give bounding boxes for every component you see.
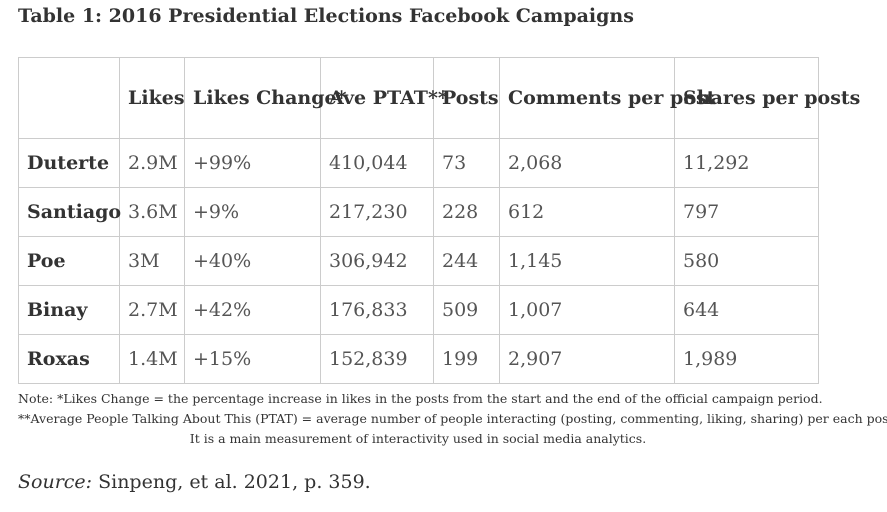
posts-cell: 73 — [433, 138, 500, 188]
likes-change-cell: +40% — [184, 236, 321, 286]
header-cell-ave-ptat: Ave PTAT** — [320, 57, 448, 139]
campaign-table: Likes Likes Change* Ave PTAT** Posts Com… — [18, 57, 860, 384]
likes-cell: 2.7M — [119, 285, 185, 335]
ave-ptat-cell: 152,839 — [320, 334, 434, 384]
candidate-name: Duterte — [18, 138, 120, 188]
shares-cell: 11,292 — [674, 138, 819, 188]
candidate-name: Santiago — [18, 187, 121, 237]
candidate-name: Poe — [18, 236, 120, 286]
header-cell-shares: Shares per posts — [674, 57, 860, 139]
posts-cell: 509 — [433, 285, 500, 335]
candidate-name: Binay — [18, 285, 120, 335]
header-cell-likes: Likes — [119, 57, 185, 139]
note-line: Note: *Likes Change = the percentage inc… — [18, 391, 823, 406]
comments-cell: 612 — [499, 187, 675, 237]
note-line: It is a main measurement of interactivit… — [189, 431, 647, 446]
note-line: **Average People Talking About This (PTA… — [18, 411, 887, 426]
table-row: Duterte 2.9M +99% 410,044 73 2,068 11,29… — [18, 138, 819, 188]
likes-cell: 3M — [119, 236, 185, 286]
shares-cell: 644 — [674, 285, 819, 335]
header-cell-likes-change: Likes Change* — [184, 57, 347, 139]
likes-cell: 3.6M — [119, 187, 185, 237]
source-citation: Source: Sinpeng, et al. 2021, p. 359. — [18, 471, 371, 493]
header-cell-empty — [18, 57, 120, 139]
posts-cell: 228 — [433, 187, 500, 237]
shares-cell: 1,989 — [674, 334, 819, 384]
likes-change-cell: +42% — [184, 285, 321, 335]
comments-cell: 1,145 — [499, 236, 675, 286]
comments-cell: 1,007 — [499, 285, 675, 335]
table-notes: Note: *Likes Change = the percentage inc… — [18, 389, 887, 449]
likes-cell: 1.4M — [119, 334, 185, 384]
likes-change-cell: +99% — [184, 138, 321, 188]
posts-cell: 244 — [433, 236, 500, 286]
ave-ptat-cell: 306,942 — [320, 236, 434, 286]
candidate-name: Roxas — [18, 334, 120, 384]
shares-cell: 580 — [674, 236, 819, 286]
table-row: Binay 2.7M +42% 176,833 509 1,007 644 — [18, 285, 819, 335]
table-row: Roxas 1.4M +15% 152,839 199 2,907 1,989 — [18, 334, 819, 384]
table-row: Santiago 3.6M +9% 217,230 228 612 797 — [18, 187, 819, 237]
table-row: Poe 3M +40% 306,942 244 1,145 580 — [18, 236, 819, 286]
ave-ptat-cell: 217,230 — [320, 187, 434, 237]
shares-cell: 797 — [674, 187, 819, 237]
ave-ptat-cell: 176,833 — [320, 285, 434, 335]
comments-cell: 2,907 — [499, 334, 675, 384]
ave-ptat-cell: 410,044 — [320, 138, 434, 188]
source-text: Sinpeng, et al. 2021, p. 359. — [92, 471, 371, 493]
likes-change-cell: +9% — [184, 187, 321, 237]
likes-change-cell: +15% — [184, 334, 321, 384]
table-caption: Table 1: 2016 Presidential Elections Fac… — [18, 5, 634, 27]
posts-cell: 199 — [433, 334, 500, 384]
header-cell-posts: Posts — [433, 57, 500, 139]
comments-cell: 2,068 — [499, 138, 675, 188]
likes-cell: 2.9M — [119, 138, 185, 188]
header-row: Likes Likes Change* Ave PTAT** Posts Com… — [18, 57, 860, 139]
source-label: Source: — [18, 471, 93, 493]
header-cell-comments: Comments per post — [499, 57, 715, 139]
